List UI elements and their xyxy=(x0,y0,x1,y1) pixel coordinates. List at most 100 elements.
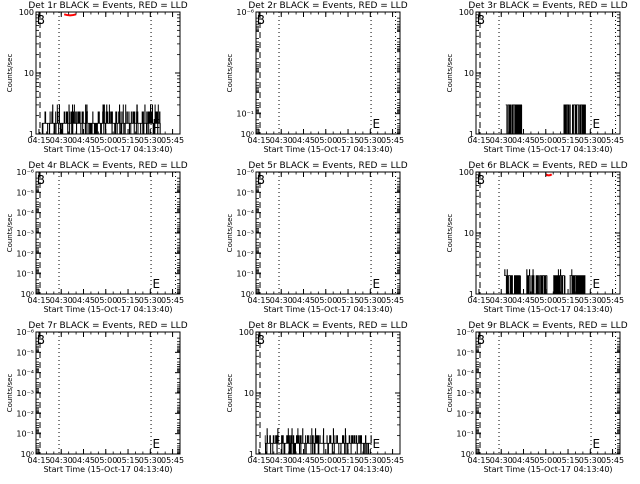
x-tick-label: 05:30 xyxy=(139,456,162,465)
x-axis-label: Start Time (15-Oct-17 04:13:40) xyxy=(43,145,172,154)
x-tick-label: 05:00 xyxy=(94,296,117,305)
x-tick-label: 05:30 xyxy=(579,456,602,465)
y-tick-label: 10⁻⁵ xyxy=(236,188,254,197)
x-tick-label: 05:00 xyxy=(534,456,557,465)
y-tick-label: 10⁻³ xyxy=(236,229,254,238)
x-tick-label: 05:30 xyxy=(579,296,602,305)
x-tick-label: 05:30 xyxy=(139,136,162,145)
y-tick-label: 100 xyxy=(459,168,474,177)
x-tick-label: 04:45 xyxy=(292,136,315,145)
plot-frame xyxy=(35,171,181,295)
panel-title: Det 8r BLACK = Events, RED = LLD xyxy=(248,321,407,331)
y-axis-label: Counts/sec xyxy=(6,214,14,253)
x-tick-label: 04:45 xyxy=(512,296,535,305)
x-tick-label: 04:30 xyxy=(490,136,513,145)
x-tick-label: 04:45 xyxy=(72,296,95,305)
y-axis-label: Counts/sec xyxy=(226,214,234,253)
y-tick-label: 10⁻¹ xyxy=(16,430,34,439)
x-tick-label: 05:15 xyxy=(117,456,140,465)
x-tick-label: 04:45 xyxy=(292,296,315,305)
x-axis-label: Start Time (15-Oct-17 04:13:40) xyxy=(263,145,392,154)
y-tick-label: 10⁻⁵ xyxy=(16,188,34,197)
x-tick-label: 05:45 xyxy=(601,296,624,305)
x-tick-label: 04:15 xyxy=(467,456,490,465)
y-tick-label: 1 xyxy=(249,450,254,459)
begin-marker: B xyxy=(477,13,485,27)
x-tick-label: 05:15 xyxy=(557,136,580,145)
x-tick-label: 05:45 xyxy=(381,136,404,145)
x-axis-label: Start Time (15-Oct-17 04:13:40) xyxy=(483,145,612,154)
panel-title: Det 7r BLACK = Events, RED = LLD xyxy=(28,321,187,331)
end-marker: E xyxy=(153,117,161,131)
x-tick-label: 04:15 xyxy=(467,296,490,305)
begin-marker: B xyxy=(257,13,265,27)
y-tick-label: 10⁻³ xyxy=(16,389,34,398)
x-axis-label: Start Time (15-Oct-17 04:13:40) xyxy=(43,305,172,314)
y-tick-label: 1 xyxy=(469,290,474,299)
panel-title: Det 1r BLACK = Events, RED = LLD xyxy=(28,1,187,11)
y-tick-label: 10 xyxy=(464,229,474,238)
x-tick-label: 04:15 xyxy=(27,456,50,465)
y-tick-label: 10⁻⁴ xyxy=(16,209,34,218)
x-tick-label: 05:45 xyxy=(381,456,404,465)
x-axis-label: Start Time (15-Oct-17 04:13:40) xyxy=(263,305,392,314)
end-marker: E xyxy=(593,277,601,291)
x-tick-label: 05:30 xyxy=(139,296,162,305)
y-tick-label: 10⁰ xyxy=(241,290,254,299)
panel-title: Det 2r BLACK = Events, RED = LLD xyxy=(248,1,407,11)
events-series xyxy=(264,428,372,455)
panel-det-4r: Det 4r BLACK = Events, RED = LLD B E 10⁰ 10⁻… xyxy=(6,161,188,314)
y-tick-label: 10 xyxy=(24,69,34,78)
end-marker: E xyxy=(373,117,381,131)
y-tick-label: 10⁻⁴ xyxy=(236,209,254,218)
plot-frame xyxy=(475,171,621,295)
panel-det-2r: Det 2r BLACK = Events, RED = LLD B E 10⁰ 10⁻… xyxy=(226,1,408,154)
x-tick-label: 05:45 xyxy=(381,296,404,305)
y-tick-label: 10⁻² xyxy=(16,249,34,258)
y-axis-label: Counts/sec xyxy=(6,374,14,413)
x-tick-label: 05:15 xyxy=(117,136,140,145)
x-tick-label: 05:15 xyxy=(117,296,140,305)
begin-marker: B xyxy=(37,333,45,347)
end-marker: E xyxy=(153,437,161,451)
x-tick-label: 04:45 xyxy=(292,456,315,465)
plot-frame xyxy=(475,11,621,135)
begin-marker: B xyxy=(477,333,485,347)
y-tick-label: 10⁻² xyxy=(236,249,254,258)
y-tick-label: 10⁻² xyxy=(456,409,474,418)
y-tick-label: 10⁰ xyxy=(241,130,254,139)
x-axis-label: Start Time (15-Oct-17 04:13:40) xyxy=(483,465,612,474)
begin-marker: B xyxy=(37,173,45,187)
y-tick-label: 10⁻⁵ xyxy=(456,348,474,357)
x-axis-label: Start Time (15-Oct-17 04:13:40) xyxy=(263,465,392,474)
x-tick-label: 05:15 xyxy=(337,136,360,145)
x-tick-label: 05:45 xyxy=(161,456,184,465)
panel-title: Det 3r BLACK = Events, RED = LLD xyxy=(468,1,627,11)
x-tick-label: 05:30 xyxy=(359,136,382,145)
x-tick-label: 04:45 xyxy=(512,456,535,465)
begin-marker: B xyxy=(37,13,45,27)
x-tick-label: 05:30 xyxy=(359,296,382,305)
plot-frame xyxy=(255,171,401,295)
x-tick-label: 04:15 xyxy=(467,136,490,145)
y-axis-label: Counts/sec xyxy=(446,374,454,413)
y-tick-label: 10⁰ xyxy=(21,450,34,459)
events-series xyxy=(41,104,161,135)
end-marker: E xyxy=(593,117,601,131)
y-tick-label: 10⁻¹ xyxy=(236,110,254,119)
y-tick-label: 10⁻⁶ xyxy=(236,168,254,177)
y-axis-label: Counts/sec xyxy=(6,54,14,93)
plot-frame xyxy=(255,11,401,135)
x-tick-label: 04:30 xyxy=(490,456,513,465)
y-tick-label: 10⁻⁶ xyxy=(236,8,254,17)
x-axis-label: Start Time (15-Oct-17 04:13:40) xyxy=(483,305,612,314)
y-axis-label: Counts/sec xyxy=(446,214,454,253)
x-tick-label: 05:00 xyxy=(314,136,337,145)
y-tick-label: 10⁻⁶ xyxy=(16,168,34,177)
y-tick-label: 10⁻¹ xyxy=(456,430,474,439)
x-tick-label: 05:00 xyxy=(94,136,117,145)
x-tick-label: 05:00 xyxy=(314,456,337,465)
begin-marker: B xyxy=(257,333,265,347)
